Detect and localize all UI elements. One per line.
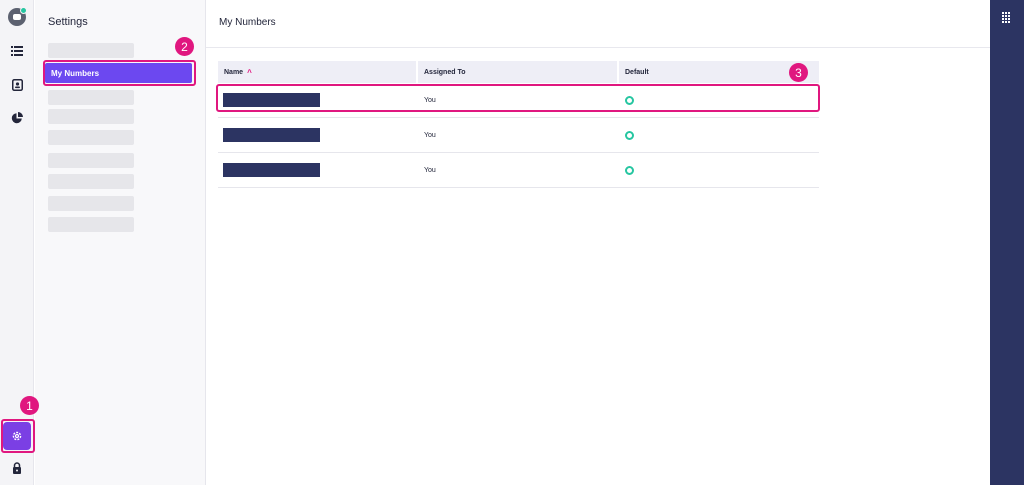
sidebar-item-placeholder[interactable] xyxy=(48,217,134,232)
online-status-dot xyxy=(20,7,27,14)
sort-ascending-icon: ^ xyxy=(247,67,252,77)
default-status-icon xyxy=(625,130,634,140)
dialpad-icon[interactable] xyxy=(1002,12,1010,23)
icon-rail xyxy=(0,0,34,485)
sidebar-title: Settings xyxy=(48,16,88,28)
default-status-icon xyxy=(625,95,634,105)
table-row[interactable]: You xyxy=(218,83,819,118)
sidebar-item-placeholder[interactable] xyxy=(48,109,134,124)
numbers-table: Name ^ Assigned To Default You xyxy=(218,61,819,188)
name-cell xyxy=(218,83,420,117)
name-cell xyxy=(218,153,420,187)
assigned-to-cell: You xyxy=(424,96,436,104)
table-row[interactable]: You xyxy=(218,153,819,188)
annotation-badge-1: 1 xyxy=(20,396,39,415)
sidebar-item-my-numbers[interactable]: My Numbers xyxy=(45,63,192,83)
right-panel xyxy=(990,0,1024,485)
annotation-highlight-my-numbers xyxy=(43,60,196,86)
default-cell xyxy=(621,118,819,152)
analytics-icon[interactable] xyxy=(8,109,26,127)
name-cell xyxy=(218,118,420,152)
redacted-phone-number xyxy=(223,128,320,142)
page-title: My Numbers xyxy=(219,17,276,28)
default-status-icon xyxy=(625,165,634,175)
avatar-glyph xyxy=(13,14,21,20)
column-header-label: Name xyxy=(224,68,244,76)
default-cell xyxy=(621,153,819,187)
column-header-assigned-to[interactable]: Assigned To xyxy=(418,61,619,83)
default-cell xyxy=(621,83,819,117)
table-row[interactable]: You xyxy=(218,118,819,153)
annotation-badge-3: 3 xyxy=(789,63,808,82)
list-icon[interactable] xyxy=(8,42,26,60)
assigned-to-cell: You xyxy=(424,166,436,174)
annotation-highlight-first-row xyxy=(216,84,820,112)
sidebar-item-placeholder[interactable] xyxy=(48,43,134,58)
sidebar-item-placeholder[interactable] xyxy=(48,174,134,189)
settings-sidebar: Settings My Numbers xyxy=(35,0,206,485)
sidebar-item-placeholder[interactable] xyxy=(48,130,134,145)
settings-gear-button[interactable] xyxy=(3,422,31,450)
annotation-highlight-settings xyxy=(1,419,35,453)
sidebar-item-placeholder[interactable] xyxy=(48,90,134,105)
main-content: My Numbers Name ^ Assigned To Default xyxy=(206,0,990,485)
column-header-name[interactable]: Name ^ xyxy=(218,61,418,83)
redacted-phone-number xyxy=(223,93,320,107)
assigned-to-cell: You xyxy=(424,131,436,139)
header-divider xyxy=(206,47,990,48)
user-avatar[interactable] xyxy=(8,7,27,26)
column-header-default[interactable]: Default xyxy=(619,61,819,83)
sidebar-item-placeholder[interactable] xyxy=(48,196,134,211)
column-header-label: Assigned To xyxy=(424,68,466,76)
table-header: Name ^ Assigned To Default xyxy=(218,61,819,83)
gear-icon xyxy=(12,431,22,441)
annotation-badge-2: 2 xyxy=(175,37,194,56)
redacted-phone-number xyxy=(223,163,320,177)
contacts-icon[interactable] xyxy=(8,76,26,94)
lock-icon[interactable] xyxy=(8,459,26,477)
sidebar-item-placeholder[interactable] xyxy=(48,153,134,168)
column-header-label: Default xyxy=(625,68,649,76)
